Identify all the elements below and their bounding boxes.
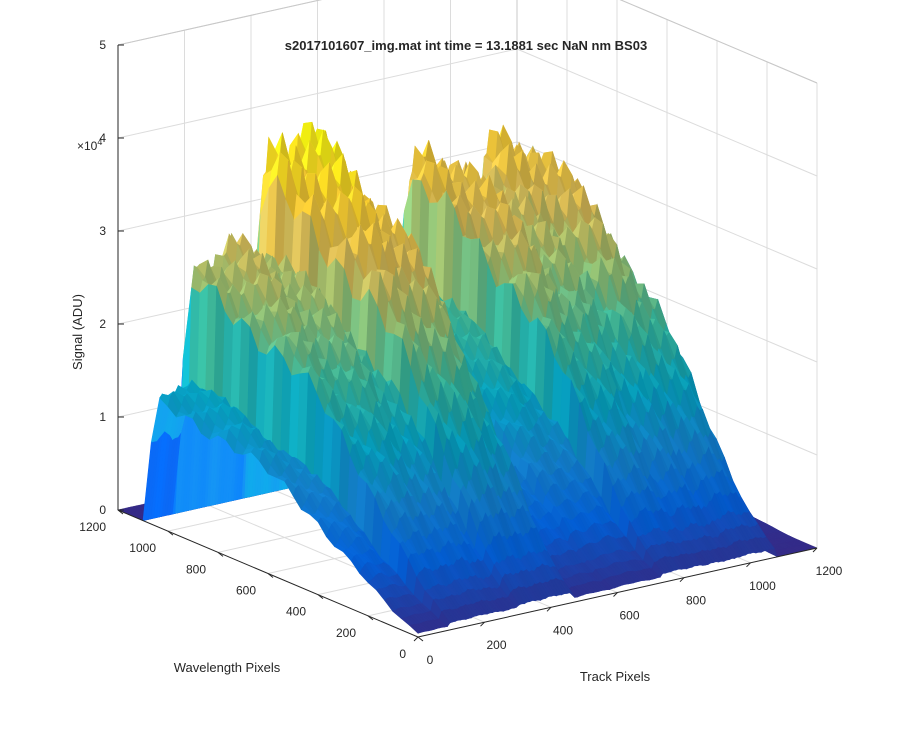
wall-gridline xyxy=(117,48,518,139)
wall-gridline xyxy=(516,141,818,270)
box-edge xyxy=(117,0,323,46)
surface xyxy=(117,121,818,634)
wall-gridline xyxy=(516,48,818,177)
box-edge xyxy=(619,0,818,84)
